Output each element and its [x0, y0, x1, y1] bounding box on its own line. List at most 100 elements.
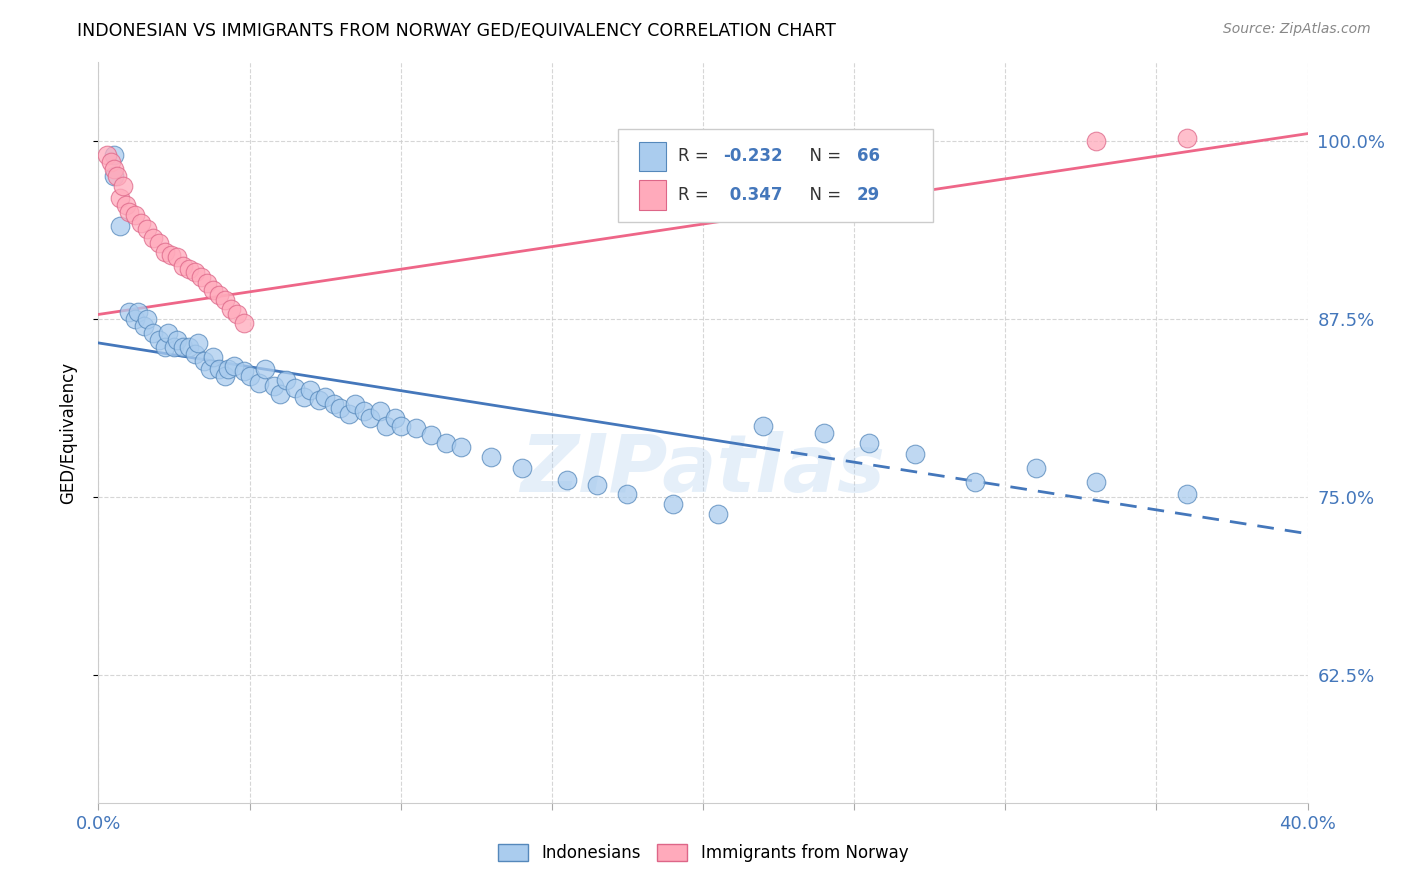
Point: [226, 308, 249, 322]
Point: [179, 261, 201, 276]
Point: [1085, 475, 1108, 490]
Point: [224, 359, 246, 373]
Point: [221, 301, 243, 316]
Point: [208, 287, 231, 301]
Point: [555, 473, 578, 487]
Point: [232, 316, 254, 330]
Point: [103, 169, 125, 184]
Point: [166, 251, 188, 265]
Point: [858, 435, 880, 450]
Text: 66: 66: [856, 147, 880, 165]
Legend: Indonesians, Immigrants from Norway: Indonesians, Immigrants from Norway: [491, 837, 915, 869]
Point: [269, 387, 291, 401]
Point: [172, 340, 194, 354]
Text: ZIPatlas: ZIPatlas: [520, 431, 886, 508]
Point: [202, 283, 225, 297]
Point: [124, 208, 146, 222]
Point: [337, 407, 360, 421]
Point: [586, 478, 609, 492]
Point: [202, 350, 225, 364]
Point: [124, 311, 146, 326]
Point: [374, 418, 396, 433]
Point: [148, 333, 170, 347]
Point: [510, 461, 533, 475]
Point: [247, 376, 270, 390]
Bar: [638, 180, 665, 210]
Text: N =: N =: [799, 147, 846, 165]
Point: [389, 418, 412, 433]
Point: [292, 390, 315, 404]
Point: [707, 507, 730, 521]
Point: [263, 378, 285, 392]
Point: [187, 335, 209, 350]
Point: [105, 169, 128, 184]
Point: [179, 340, 201, 354]
Text: R =: R =: [678, 147, 714, 165]
Point: [904, 447, 927, 461]
Point: [661, 497, 683, 511]
Point: [111, 179, 134, 194]
Text: 0.347: 0.347: [724, 186, 782, 204]
Point: [232, 364, 254, 378]
Point: [284, 382, 307, 396]
Point: [299, 383, 322, 397]
Point: [405, 421, 427, 435]
Point: [752, 418, 775, 433]
Point: [1085, 134, 1108, 148]
Text: R =: R =: [678, 186, 714, 204]
Text: 29: 29: [856, 186, 880, 204]
Point: [344, 397, 367, 411]
Point: [481, 450, 503, 464]
Point: [353, 404, 375, 418]
Point: [148, 236, 170, 251]
Point: [208, 361, 231, 376]
Point: [368, 404, 391, 418]
Point: [153, 244, 176, 259]
Point: [253, 361, 276, 376]
Point: [217, 361, 239, 376]
Point: [314, 390, 336, 404]
Point: [103, 148, 125, 162]
Text: INDONESIAN VS IMMIGRANTS FROM NORWAY GED/EQUIVALENCY CORRELATION CHART: INDONESIAN VS IMMIGRANTS FROM NORWAY GED…: [77, 22, 837, 40]
Point: [434, 435, 457, 450]
Point: [135, 311, 157, 326]
Text: Source: ZipAtlas.com: Source: ZipAtlas.com: [1223, 22, 1371, 37]
Point: [195, 276, 218, 290]
Point: [308, 392, 330, 407]
Point: [274, 373, 297, 387]
Point: [153, 340, 176, 354]
Point: [450, 440, 472, 454]
Text: -0.232: -0.232: [724, 147, 783, 165]
Point: [132, 318, 155, 333]
Point: [616, 487, 638, 501]
Point: [360, 411, 382, 425]
Point: [172, 259, 194, 273]
Text: N =: N =: [799, 186, 846, 204]
Point: [323, 397, 346, 411]
Point: [108, 219, 131, 234]
Point: [965, 475, 987, 490]
Point: [1175, 131, 1198, 145]
Point: [200, 361, 222, 376]
Point: [108, 191, 131, 205]
Point: [1024, 461, 1046, 475]
Point: [239, 368, 262, 383]
Point: [127, 304, 149, 318]
Point: [118, 205, 141, 219]
Bar: [638, 142, 665, 171]
Point: [214, 368, 236, 383]
Point: [184, 265, 207, 279]
Point: [114, 198, 136, 212]
Point: [384, 411, 406, 425]
Point: [166, 333, 188, 347]
Point: [1175, 487, 1198, 501]
Point: [103, 162, 125, 177]
Point: [156, 326, 179, 340]
Point: [135, 222, 157, 236]
Point: [100, 155, 122, 169]
Point: [142, 326, 165, 340]
Point: [142, 230, 165, 244]
FancyBboxPatch shape: [619, 129, 932, 221]
Point: [184, 347, 207, 361]
Point: [190, 270, 212, 285]
